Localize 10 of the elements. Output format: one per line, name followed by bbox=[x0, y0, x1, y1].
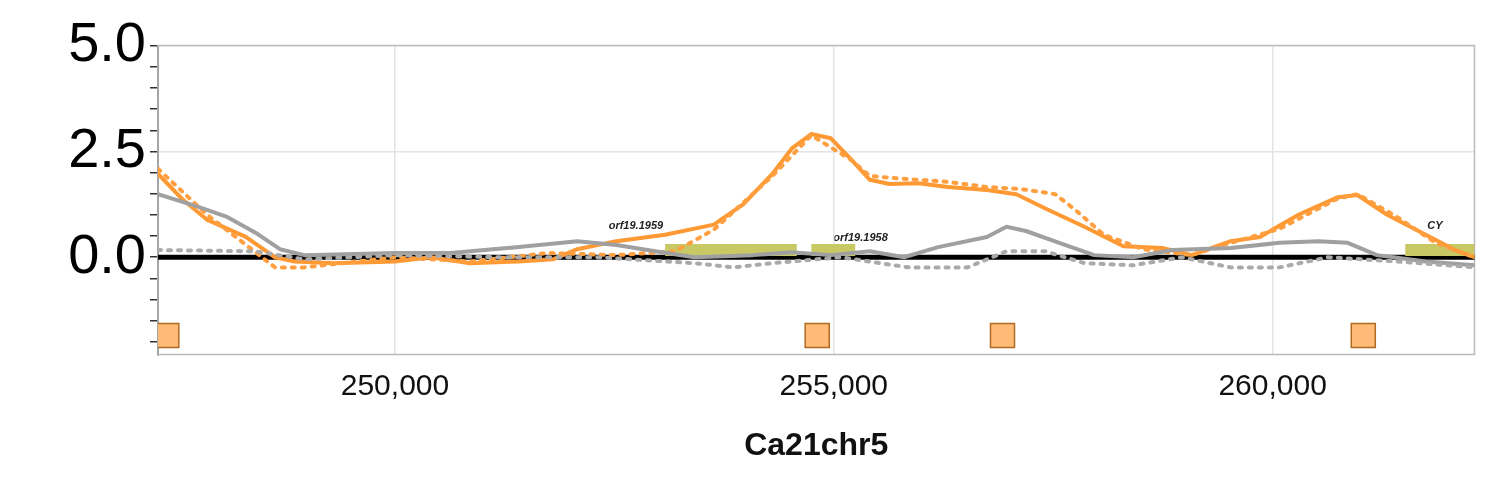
x-axis-title: Ca21chr5 bbox=[744, 425, 889, 462]
y-tick-label: 2.5 bbox=[68, 115, 146, 179]
y-tick-label: 0.0 bbox=[68, 221, 146, 285]
series-label: orf19.1958 bbox=[833, 230, 889, 243]
y-tick-label: 5.0 bbox=[68, 10, 146, 74]
x-tick-label: 260,000 bbox=[1218, 367, 1327, 401]
series-label: CY bbox=[1427, 219, 1445, 232]
x-tick-label: 250,000 bbox=[340, 367, 450, 401]
series-label: orf19.1959 bbox=[608, 218, 664, 231]
x-tick-label: 255,000 bbox=[779, 367, 889, 401]
